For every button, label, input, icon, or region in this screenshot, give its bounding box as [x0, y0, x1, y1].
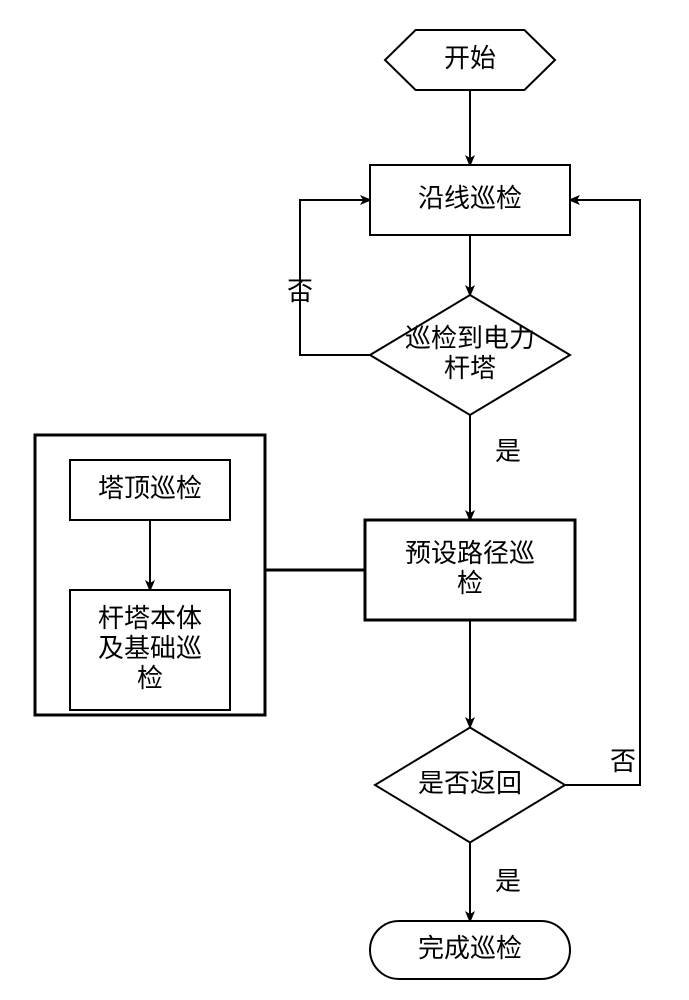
svg-text:完成巡检: 完成巡检	[418, 933, 522, 963]
svg-text:是否返回: 是否返回	[418, 768, 522, 798]
edge-label: 否	[287, 276, 313, 306]
svg-text:巡检到电力: 巡检到电力	[405, 323, 535, 353]
node-sub_body: 杆塔本体及基础巡检	[70, 590, 230, 710]
svg-text:检: 检	[457, 568, 483, 598]
svg-text:塔顶巡检: 塔顶巡检	[98, 473, 202, 503]
svg-text:预设路径巡: 预设路径巡	[405, 538, 535, 568]
node-inspect: 沿线巡检	[370, 165, 570, 235]
svg-text:开始: 开始	[444, 43, 496, 73]
svg-text:沿线巡检: 沿线巡检	[418, 183, 522, 213]
node-done: 完成巡检	[370, 921, 570, 979]
flowchart-canvas: 是否是否开始沿线巡检巡检到电力杆塔预设路径巡检是否返回完成巡检塔顶巡检杆塔本体及…	[0, 0, 689, 1000]
svg-text:杆塔: 杆塔	[444, 353, 496, 383]
edge-label: 是	[495, 866, 521, 896]
svg-text:及基础巡: 及基础巡	[98, 633, 202, 663]
node-tower_q: 巡检到电力杆塔	[370, 295, 570, 415]
edge-label: 否	[610, 746, 636, 776]
node-sub_top: 塔顶巡检	[70, 460, 230, 520]
edge-return_q-inspect	[565, 200, 640, 785]
node-start: 开始	[385, 30, 555, 90]
edge-label: 是	[495, 436, 521, 466]
node-preset: 预设路径巡检	[365, 520, 575, 620]
node-return_q: 是否返回	[375, 728, 565, 843]
svg-text:杆塔本体: 杆塔本体	[98, 603, 202, 633]
svg-text:检: 检	[137, 663, 163, 693]
